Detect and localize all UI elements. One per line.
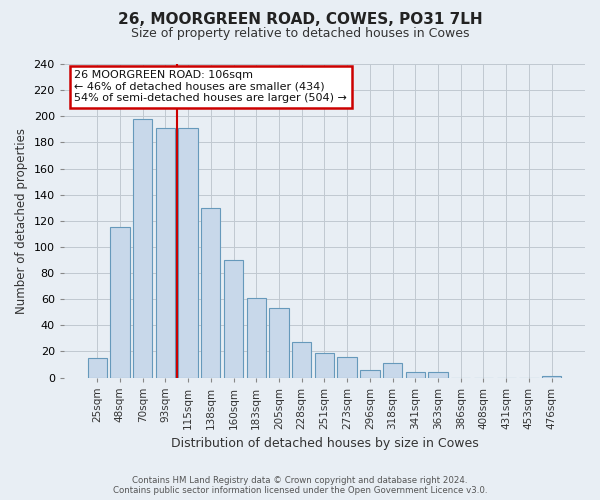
Text: Size of property relative to detached houses in Cowes: Size of property relative to detached ho…	[131, 28, 469, 40]
Text: 26 MOORGREEN ROAD: 106sqm
← 46% of detached houses are smaller (434)
54% of semi: 26 MOORGREEN ROAD: 106sqm ← 46% of detac…	[74, 70, 347, 104]
Bar	[155, 128, 175, 378]
Bar	[542, 376, 562, 378]
Bar	[269, 308, 289, 378]
Bar	[88, 358, 107, 378]
Bar	[292, 342, 311, 378]
Bar	[360, 370, 380, 378]
Text: Contains HM Land Registry data © Crown copyright and database right 2024.
Contai: Contains HM Land Registry data © Crown c…	[113, 476, 487, 495]
Bar	[315, 352, 334, 378]
Bar	[110, 228, 130, 378]
Text: 26, MOORGREEN ROAD, COWES, PO31 7LH: 26, MOORGREEN ROAD, COWES, PO31 7LH	[118, 12, 482, 28]
Bar	[201, 208, 220, 378]
Bar	[406, 372, 425, 378]
Bar	[224, 260, 243, 378]
Bar	[247, 298, 266, 378]
Bar	[383, 363, 402, 378]
Bar	[178, 128, 198, 378]
Y-axis label: Number of detached properties: Number of detached properties	[15, 128, 28, 314]
Bar	[133, 119, 152, 378]
X-axis label: Distribution of detached houses by size in Cowes: Distribution of detached houses by size …	[170, 437, 478, 450]
Bar	[337, 356, 357, 378]
Bar	[428, 372, 448, 378]
